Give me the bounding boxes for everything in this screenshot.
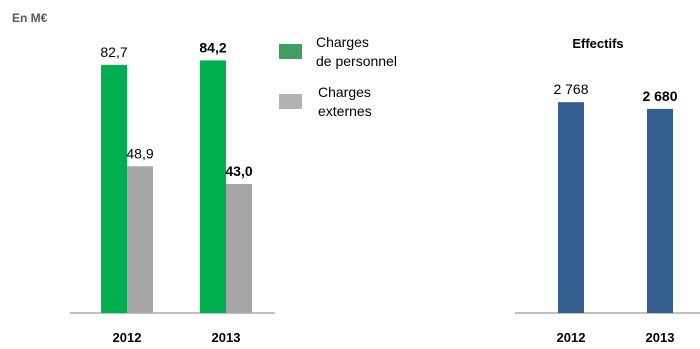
- bar-effectifs-2012: [558, 102, 584, 313]
- unit-label: En M€: [12, 11, 48, 25]
- data-label-0-1-0: 48,9: [126, 145, 153, 161]
- legend: Charges de personnel Charges externes: [279, 34, 397, 119]
- tick-label-2013: 2013: [646, 330, 675, 345]
- tick-label-2013: 2013: [212, 330, 241, 345]
- tick-label-2012: 2012: [557, 330, 586, 345]
- legend-swatch-1: [279, 94, 302, 109]
- chart-title: Effectifs: [572, 36, 623, 51]
- legend-label-0-0: Charges: [316, 34, 369, 50]
- data-label-0-0-0: 82,7: [100, 44, 127, 60]
- data-label-0-0-1: 84,2: [199, 39, 226, 55]
- tick-label-2012: 2012: [113, 330, 142, 345]
- bar-charges-externes-2012: [127, 166, 153, 313]
- legend-label-1-0: Charges: [318, 84, 371, 100]
- bar-effectifs-2013: [647, 108, 673, 313]
- legend-swatch-0: [279, 44, 302, 59]
- bar-charges-de-personnel-2012: [101, 64, 127, 314]
- data-label-0-1-1: 43,0: [225, 163, 252, 179]
- chart-charges: 82,7 48,9 2012 84,2 43,0 2013: [70, 39, 275, 345]
- bar-charges-externes-2013: [226, 184, 252, 313]
- bar-charges-de-personnel-2013: [200, 60, 226, 314]
- data-label-1-0-1: 2 680: [642, 88, 677, 104]
- data-label-1-0-0: 2 768: [553, 81, 588, 97]
- legend-label-0-1: de personnel: [316, 53, 397, 69]
- chart-effectifs: Effectifs 2 768 2012 2 680 2013: [515, 36, 700, 345]
- legend-label-1-1: externes: [318, 103, 372, 119]
